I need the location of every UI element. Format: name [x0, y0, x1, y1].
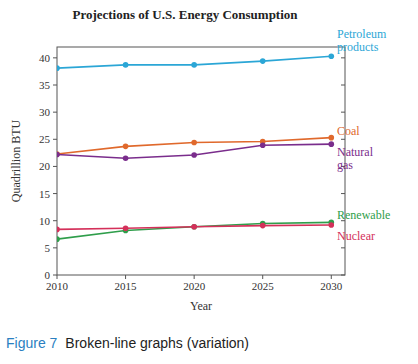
x-tick-label: 2025: [252, 280, 275, 292]
y-tick: [53, 193, 57, 194]
x-axis-label: Year: [190, 299, 212, 313]
y-tick: [53, 85, 57, 86]
x-tick-label: 2030: [320, 280, 343, 292]
series-label: Petroleumproducts: [337, 27, 387, 54]
series-line: [57, 144, 331, 158]
series-label-line: products: [337, 40, 379, 54]
point: [123, 144, 129, 150]
point: [57, 236, 60, 242]
y-tick-label: 25: [39, 133, 51, 145]
y-axis-label: Quadrillion BTU: [9, 120, 23, 203]
y-tick: [53, 57, 57, 58]
y-tick-right: [341, 275, 345, 276]
y-tick: [53, 112, 57, 113]
point: [191, 224, 197, 230]
series-line: [57, 138, 331, 154]
point: [123, 62, 129, 68]
point: [123, 226, 129, 232]
x-tick: [194, 275, 195, 279]
x-tick-label: 2015: [115, 280, 138, 292]
y-tick-right: [341, 57, 345, 58]
y-tick: [53, 139, 57, 140]
point: [328, 135, 334, 141]
point: [191, 152, 197, 158]
point: [57, 227, 60, 233]
y-tick: [53, 166, 57, 167]
x-tick: [125, 275, 126, 279]
x-tick-label: 2020: [183, 280, 206, 292]
point: [328, 141, 334, 147]
point: [260, 58, 266, 64]
caption: Figure 7 Broken-line graphs (variation): [6, 335, 249, 351]
y-tick-right: [341, 139, 345, 140]
y-tick-right: [341, 247, 345, 248]
y-tick-right: [341, 85, 345, 86]
y-tick: [53, 275, 57, 276]
point: [191, 140, 197, 146]
point: [328, 53, 334, 59]
plot-frame: [57, 47, 345, 275]
point: [191, 62, 197, 68]
y-tick-label: 5: [45, 242, 51, 254]
point: [57, 151, 60, 157]
series-label-line: gas: [337, 158, 353, 172]
point: [191, 224, 197, 230]
plot-area: [57, 53, 334, 242]
y-tick-right: [341, 112, 345, 113]
point: [260, 142, 266, 148]
series-line: [57, 222, 331, 239]
series-label: Renewable: [337, 208, 390, 222]
y-tick-label: 30: [39, 106, 51, 118]
point: [328, 222, 334, 228]
point: [57, 152, 60, 158]
chart: Projections of U.S. Energy Consumption05…: [0, 0, 418, 364]
y-tick-label: 15: [39, 188, 51, 200]
y-tick-label: 20: [39, 160, 51, 172]
series-label: Naturalgas: [337, 145, 374, 172]
series-line: [57, 56, 331, 68]
x-tick: [331, 275, 332, 279]
series-label-line: Natural: [337, 145, 374, 159]
title: Projections of U.S. Energy Consumption: [72, 7, 298, 22]
y-tick-label: 35: [39, 79, 51, 91]
x-tick: [262, 275, 263, 279]
y-tick-label: 40: [39, 52, 51, 64]
y-tick-label: 10: [39, 215, 51, 227]
x-tick-label: 2010: [46, 280, 69, 292]
y-tick: [53, 220, 57, 221]
caption-label: Figure 7: [6, 335, 58, 351]
series-label-line: Petroleum: [337, 27, 387, 41]
caption-text: Broken-line graphs (variation): [65, 335, 249, 351]
series-label: Nuclear: [337, 229, 375, 243]
point: [260, 223, 266, 229]
series-label: Coal: [337, 124, 360, 138]
y-tick: [53, 247, 57, 248]
y-tick-right: [341, 193, 345, 194]
point: [57, 65, 60, 71]
point: [123, 155, 129, 161]
x-tick: [57, 275, 58, 279]
